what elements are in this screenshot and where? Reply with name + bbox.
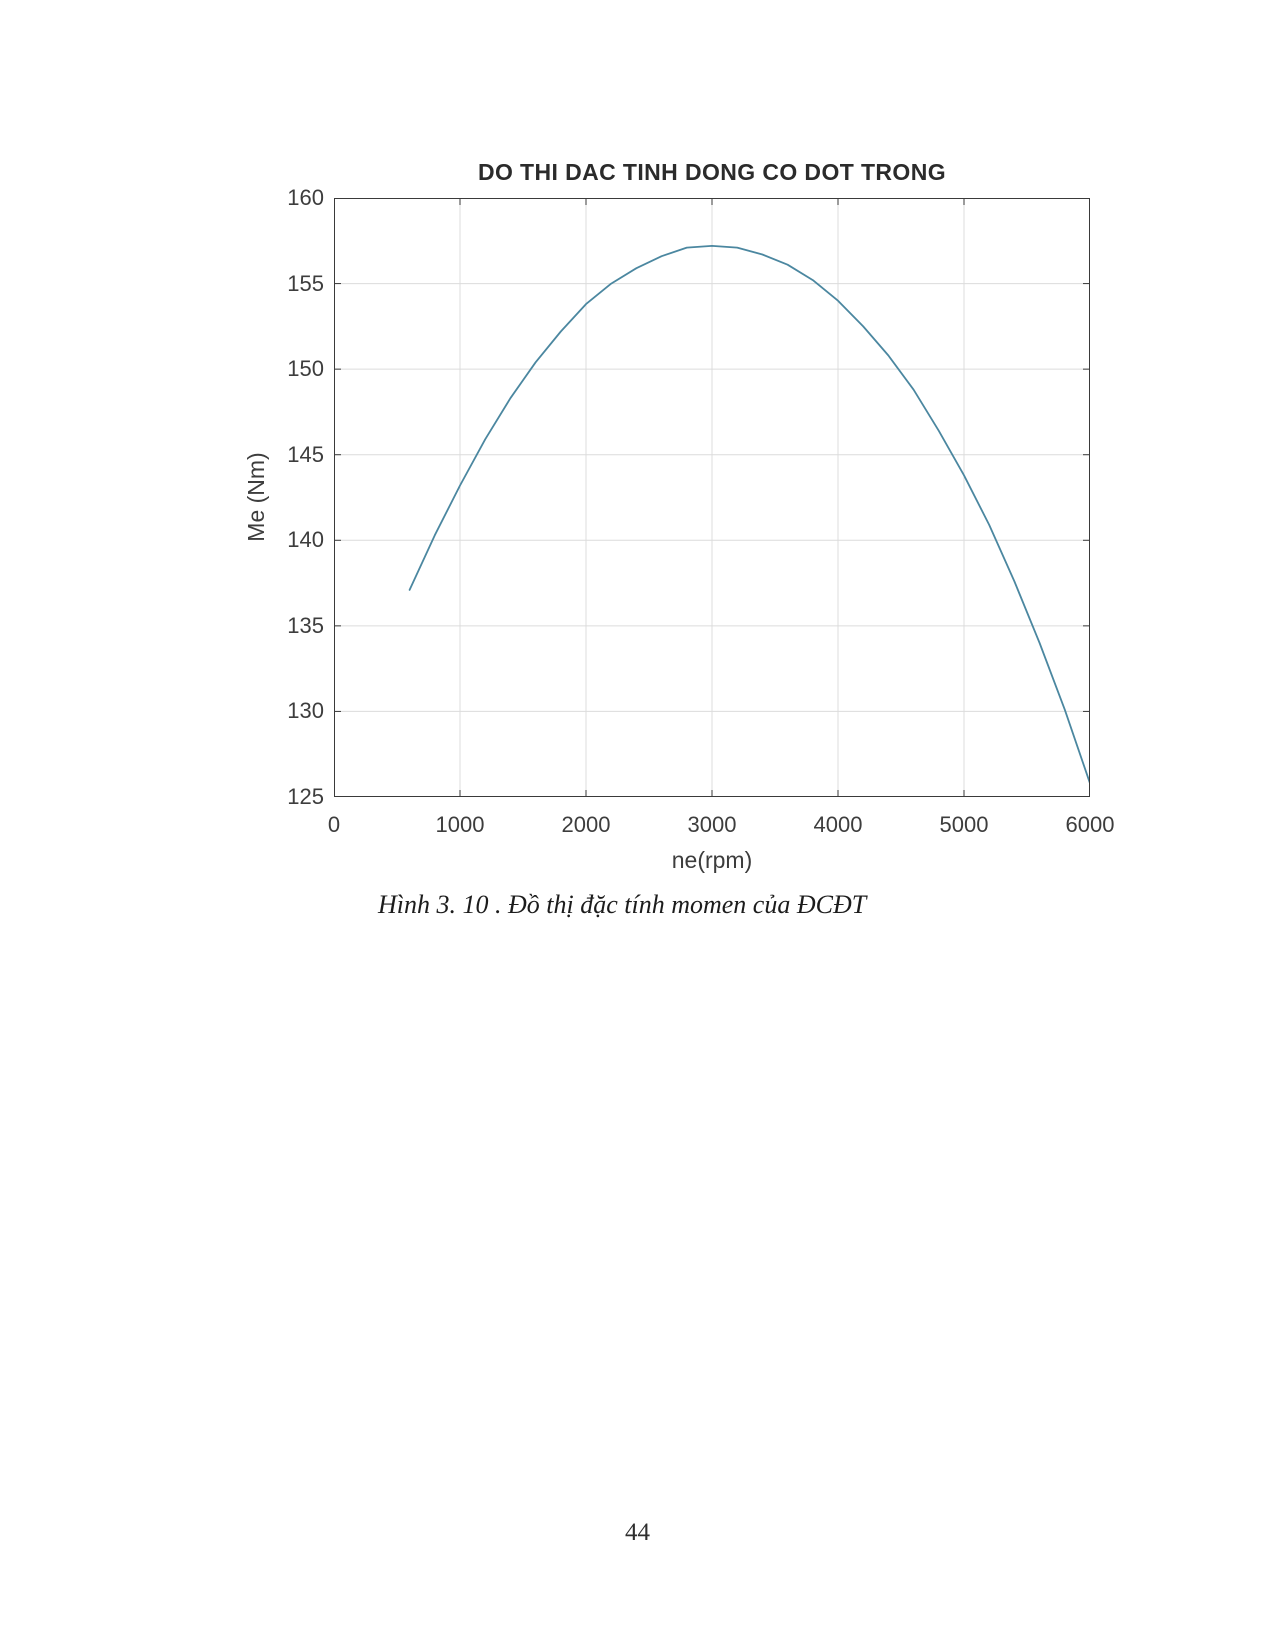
- x-tick-label: 0: [327, 812, 341, 837]
- plot-area: [334, 198, 1090, 797]
- x-tick-label: 2000: [561, 812, 611, 837]
- y-tick-label: 150: [287, 356, 324, 382]
- chart-title: DO THI DAC TINH DONG CO DOT TRONG: [477, 159, 947, 185]
- figure-caption: Hình 3. 10 . Đồ thị đặc tính momen của Đ…: [378, 890, 867, 919]
- y-tick-label: 140: [287, 527, 324, 553]
- y-tick-label: 135: [287, 612, 324, 638]
- x-tick-labels: 0 1000 2000 3000 4000 5000 6000: [328, 812, 1115, 842]
- x-tick-label: 5000: [939, 812, 989, 837]
- y-tick-label: 145: [287, 441, 324, 467]
- x-tick-label: 3000: [687, 812, 737, 837]
- y-tick-labels: 125 130 135 140 145 150 155 160: [234, 186, 324, 809]
- y-tick-label: 130: [287, 698, 324, 724]
- y-tick-label: 160: [287, 185, 324, 210]
- x-tick-label: 4000: [813, 812, 863, 837]
- x-axis-label: ne(rpm): [671, 847, 753, 873]
- torque-curve: [408, 245, 1090, 785]
- x-tick-label: 1000: [435, 812, 485, 837]
- y-tick-label: 125: [287, 784, 324, 809]
- page-number: 44: [625, 1519, 650, 1546]
- y-tick-label: 155: [287, 270, 324, 296]
- torque-curve-chart: [334, 198, 1090, 797]
- x-tick-label: 6000: [1065, 812, 1115, 837]
